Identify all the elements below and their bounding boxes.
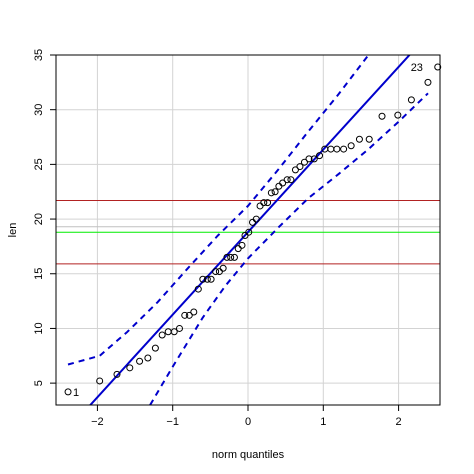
y-tick-label: 10 (33, 322, 45, 334)
data-point (340, 145, 348, 153)
x-tick-label: 2 (396, 416, 402, 428)
data-point (333, 145, 341, 153)
fit-line (88, 55, 411, 405)
data-point (126, 364, 134, 372)
data-point (279, 179, 287, 187)
data-point (64, 388, 72, 396)
data-point (230, 253, 238, 261)
x-tick-label: −1 (166, 416, 179, 428)
x-axis-ticks: −2 −1 0 1 2 (91, 405, 402, 428)
data-point (151, 344, 159, 352)
data-point (181, 311, 189, 319)
y-tick-label: 5 (33, 380, 45, 386)
data-point (158, 331, 166, 339)
data-point (234, 245, 242, 253)
y-axis-title: len (7, 223, 19, 238)
data-point (96, 377, 104, 385)
y-tick-label: 20 (33, 213, 45, 225)
data-point (227, 253, 235, 261)
data-point (394, 111, 402, 119)
data-point (283, 176, 291, 184)
data-point (113, 370, 121, 378)
y-tick-label: 30 (33, 104, 45, 116)
point-labels: 1 23 (73, 62, 423, 399)
data-point (407, 96, 415, 104)
data-point (207, 275, 215, 283)
data-point (264, 199, 272, 207)
fit-line-segment (88, 55, 411, 405)
data-point (194, 285, 202, 293)
data-point (378, 112, 386, 120)
confidence-band-lower (149, 92, 429, 405)
data-point (355, 135, 363, 143)
data-point (260, 199, 268, 207)
y-tick-label: 25 (33, 158, 45, 170)
data-point (296, 163, 304, 171)
data-point (164, 328, 172, 336)
data-point (190, 308, 198, 316)
data-point (256, 202, 264, 210)
data-point (144, 354, 152, 362)
confidence-band (67, 55, 429, 405)
data-point (170, 328, 178, 336)
grid (56, 55, 440, 405)
data-point (245, 228, 253, 236)
data-point (365, 135, 373, 143)
data-point (310, 155, 318, 163)
data-point (249, 218, 257, 226)
data-point (212, 268, 220, 276)
data-point (291, 166, 299, 174)
data-point (434, 63, 442, 71)
data-point (199, 275, 207, 283)
data-point (347, 142, 355, 150)
data-point (305, 155, 313, 163)
data-point (203, 275, 211, 283)
x-tick-label: 0 (245, 416, 251, 428)
data-point (275, 182, 283, 190)
data-points (64, 63, 442, 396)
data-point (136, 357, 144, 365)
point-label: 23 (411, 62, 423, 74)
data-point (185, 311, 193, 319)
data-point (223, 253, 231, 261)
y-tick-label: 15 (33, 268, 45, 280)
data-point (219, 264, 227, 272)
confidence-band-upper (67, 55, 370, 366)
y-axis-ticks: 5 10 15 20 25 30 35 (33, 49, 56, 386)
data-point (424, 78, 432, 86)
data-point (252, 215, 260, 223)
data-point (300, 158, 308, 166)
y-tick-label: 35 (33, 49, 45, 61)
x-axis-title: norm quantiles (212, 449, 285, 461)
data-point (271, 188, 279, 196)
data-point (327, 145, 335, 153)
x-tick-label: −2 (91, 416, 104, 428)
point-label: 1 (73, 387, 79, 399)
data-point (287, 176, 295, 184)
x-tick-label: 1 (320, 416, 326, 428)
data-point (316, 152, 324, 160)
data-point (238, 241, 246, 249)
data-point (267, 189, 275, 197)
data-point (175, 324, 183, 332)
